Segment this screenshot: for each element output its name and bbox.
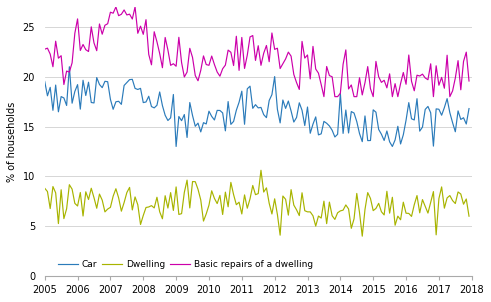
Line: Dwelling: Dwelling	[45, 170, 469, 236]
Y-axis label: % of households: % of households	[7, 101, 17, 182]
Dwelling	[297, 214, 302, 217]
Dwelling	[149, 204, 155, 207]
Basic repairs of a dwelling	[389, 95, 395, 98]
Car	[299, 108, 305, 112]
Car	[173, 145, 179, 148]
Basic repairs of a dwelling	[151, 30, 157, 34]
Line: Car: Car	[45, 67, 469, 146]
Basic repairs of a dwelling	[113, 5, 119, 9]
Car	[340, 132, 346, 135]
Legend: Car, Dwelling, Basic repairs of a dwelling: Car, Dwelling, Basic repairs of a dwelli…	[58, 260, 313, 269]
Dwelling	[200, 219, 206, 223]
Car	[206, 109, 212, 113]
Basic repairs of a dwelling	[321, 95, 327, 98]
Car	[66, 65, 72, 69]
Dwelling	[217, 194, 223, 197]
Basic repairs of a dwelling	[219, 67, 225, 71]
Basic repairs of a dwelling	[203, 63, 209, 66]
Line: Basic repairs of a dwelling: Basic repairs of a dwelling	[45, 7, 469, 97]
Dwelling	[258, 169, 264, 172]
Basic repairs of a dwelling	[466, 79, 472, 83]
Dwelling	[466, 214, 472, 218]
Car	[151, 106, 157, 110]
Dwelling	[337, 209, 343, 213]
Dwelling	[42, 186, 48, 190]
Dwelling	[389, 195, 395, 199]
Car	[389, 145, 395, 148]
Basic repairs of a dwelling	[340, 63, 346, 66]
Car	[466, 107, 472, 111]
Car	[222, 129, 228, 133]
Car	[42, 80, 48, 83]
Dwelling	[359, 234, 365, 238]
Basic repairs of a dwelling	[42, 47, 48, 51]
Basic repairs of a dwelling	[297, 88, 302, 91]
